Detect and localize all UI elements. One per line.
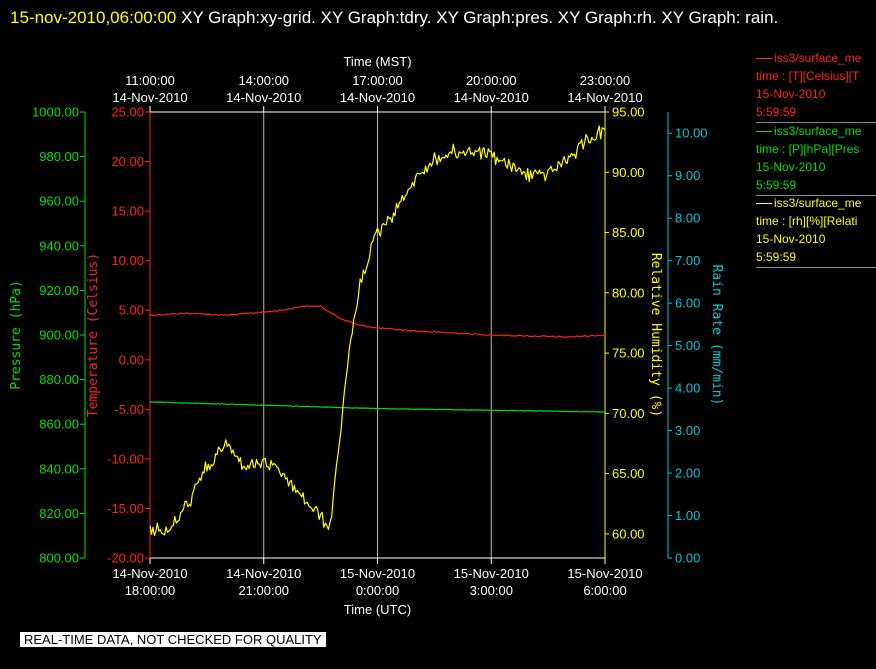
x-tick-label-utc-time: 18:00:00	[125, 583, 176, 598]
y-tick-label-rain: 6.00	[675, 296, 700, 311]
y-tick-label-temperature: 25.00	[111, 105, 144, 120]
legend-entry-humidity: iss3/surface_me time : [rh][%][Relati 15…	[756, 194, 876, 268]
x-tick-label-utc-date: 15-Nov-2010	[567, 566, 642, 581]
y-tick-label-pressure: 980.00	[39, 149, 79, 164]
legend-series-time: 5:59:59	[756, 250, 797, 264]
x-tick-label-utc-date: 15-Nov-2010	[454, 566, 529, 581]
legend-divider	[756, 122, 876, 123]
legend-series-date: 15-Nov-2010	[756, 232, 826, 246]
x-tick-label-mst-date: 14-Nov-2010	[454, 90, 529, 105]
y-tick-label-humidity: 90.00	[612, 165, 645, 180]
y-tick-label-pressure: 960.00	[39, 194, 79, 209]
x-tick-label-mst-time: 23:00:00	[580, 73, 631, 88]
legend-series-time: 5:59:59	[756, 105, 797, 119]
x-tick-label-utc-date: 15-Nov-2010	[340, 566, 415, 581]
legend-series-units: time : [rh][%][Relati	[756, 214, 858, 228]
y-tick-label-humidity: 80.00	[612, 285, 645, 300]
y-tick-label-temperature: -15.00	[107, 501, 144, 516]
x-tick-label-utc-time: 21:00:00	[238, 583, 289, 598]
graph-title-text: XY Graph:xy-grid. XY Graph:tdry. XY Grap…	[176, 8, 779, 27]
legend-divider	[756, 195, 876, 196]
y-tick-label-rain: 1.00	[675, 508, 700, 523]
x-tick-label-utc-date: 14-Nov-2010	[112, 566, 187, 581]
x-tick-label-utc-date: 14-Nov-2010	[226, 566, 301, 581]
legend-series-name: iss3/surface_me	[774, 51, 862, 65]
y-tick-label-temperature: 10.00	[111, 253, 144, 268]
y-tick-label-pressure: 900.00	[39, 328, 79, 343]
y-tick-label-rain: 2.00	[675, 466, 700, 481]
legend-swatch	[756, 202, 772, 204]
y-axis-title-humidity: Relative Humidity (%)	[648, 253, 663, 417]
y-tick-label-humidity: 95.00	[612, 105, 645, 120]
y-tick-label-temperature: -10.00	[107, 451, 144, 466]
x-tick-label-utc-time: 3:00:00	[470, 583, 513, 598]
quality-disclaimer: REAL-TIME DATA, NOT CHECKED FOR QUALITY	[20, 632, 326, 647]
y-tick-label-pressure: 860.00	[39, 417, 79, 432]
y-tick-label-pressure: 820.00	[39, 506, 79, 521]
y-tick-label-rain: 3.00	[675, 423, 700, 438]
y-tick-label-humidity: 75.00	[612, 346, 645, 361]
y-tick-label-temperature: 20.00	[111, 154, 144, 169]
x-tick-label-utc-time: 6:00:00	[583, 583, 626, 598]
y-tick-label-rain: 5.00	[675, 338, 700, 353]
x-tick-label-mst-date: 14-Nov-2010	[226, 90, 301, 105]
y-axis-title-pressure: Pressure (hPa)	[9, 280, 24, 390]
y-tick-label-pressure: 840.00	[39, 461, 79, 476]
y-tick-label-humidity: 60.00	[612, 526, 645, 541]
legend-series-date: 15-Nov-2010	[756, 160, 826, 174]
y-tick-label-temperature: 15.00	[111, 204, 144, 219]
y-axis-title-temperature: Temperature (Celsius)	[86, 253, 101, 417]
legend-divider	[756, 267, 876, 268]
y-tick-label-temperature: -20.00	[107, 551, 144, 566]
y-tick-label-rain: 9.00	[675, 168, 700, 183]
legend-series-units: time : [P][hPa][Pres	[756, 142, 860, 156]
x-tick-label-mst-time: 11:00:00	[125, 73, 175, 88]
x-tick-label-mst-time: 14:00:00	[238, 73, 289, 88]
y-tick-label-rain: 4.00	[675, 381, 700, 396]
legend-series-date: 15-Nov-2010	[756, 87, 826, 101]
y-tick-label-humidity: 85.00	[612, 225, 645, 240]
y-tick-label-humidity: 70.00	[612, 406, 645, 421]
y-tick-label-temperature: -5.00	[114, 402, 144, 417]
y-tick-label-rain: 0.00	[675, 551, 700, 566]
x-tick-label-utc-time: 0:00:00	[356, 583, 399, 598]
legend-swatch	[756, 57, 772, 59]
y-tick-label-pressure: 1000.00	[32, 105, 79, 120]
y-tick-label-pressure: 920.00	[39, 283, 79, 298]
legend-series-name: iss3/surface_me	[774, 196, 862, 210]
legend-series-time: 5:59:59	[756, 178, 797, 192]
y-axis-title-rain: Rain Rate (mm/min)	[709, 265, 724, 406]
legend-entry-pressure: iss3/surface_me time : [P][hPa][Pres 15-…	[756, 122, 876, 196]
x-tick-label-mst-date: 14-Nov-2010	[567, 90, 642, 105]
graph-title: 15-nov-2010,06:00:00 XY Graph:xy-grid. X…	[10, 2, 860, 33]
legend-series-name: iss3/surface_me	[774, 124, 862, 138]
series-line-temperature	[149, 305, 606, 338]
series-line-humidity	[149, 125, 606, 537]
y-tick-label-rain: 7.00	[675, 253, 700, 268]
y-tick-label-pressure: 940.00	[39, 238, 79, 253]
legend-series-units: time : [T][Celsius][T	[756, 69, 860, 83]
legend-entry-temperature: iss3/surface_me time : [T][Celsius][T 15…	[756, 49, 876, 123]
y-tick-label-rain: 10.00	[675, 126, 708, 141]
legend-swatch	[756, 130, 772, 132]
y-tick-label-pressure: 800.00	[39, 551, 79, 566]
x-axis-title-utc: Time (UTC)	[344, 602, 411, 617]
y-tick-label-temperature: 0.00	[119, 352, 144, 367]
graph-timestamp: 15-nov-2010,06:00:00	[10, 8, 177, 27]
y-tick-label-pressure: 880.00	[39, 372, 79, 387]
y-tick-label-humidity: 65.00	[612, 466, 645, 481]
x-tick-label-mst-time: 17:00:00	[352, 73, 403, 88]
x-tick-label-mst-date: 14-Nov-2010	[340, 90, 415, 105]
x-axis-title-mst: Time (MST)	[343, 54, 411, 69]
y-tick-label-temperature: 5.00	[119, 303, 144, 318]
x-tick-label-mst-time: 20:00:00	[466, 73, 517, 88]
series-line-pressure	[150, 401, 606, 413]
y-tick-label-rain: 8.00	[675, 211, 700, 226]
x-tick-label-mst-date: 14-Nov-2010	[112, 90, 187, 105]
